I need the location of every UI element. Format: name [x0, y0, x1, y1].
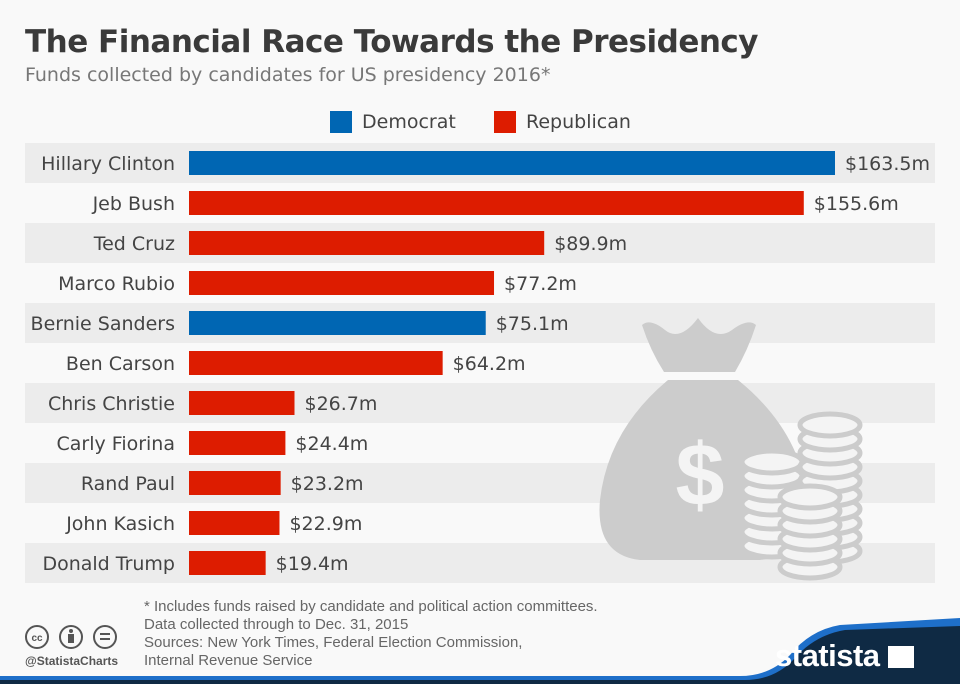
value-label: $24.4m	[295, 433, 368, 455]
twitter-handle: @StatistaCharts	[25, 654, 119, 668]
bar	[189, 311, 486, 335]
coin	[739, 448, 805, 476]
value-label: $75.1m	[496, 313, 569, 335]
value-label: $19.4m	[276, 553, 349, 575]
bar	[189, 231, 545, 255]
category-label: Chris Christie	[48, 393, 175, 415]
footnotes: * Includes funds raised by candidate and…	[144, 598, 598, 670]
bar	[189, 471, 281, 495]
chart-title: The Financial Race Towards the Presidenc…	[25, 24, 759, 60]
svg-text:$: $	[676, 425, 725, 524]
coin	[797, 411, 863, 439]
value-label: $89.9m	[554, 233, 627, 255]
category-label: Carly Fiorina	[56, 433, 175, 455]
footer-band	[0, 626, 960, 684]
coin	[777, 483, 843, 511]
sources: Sources: New York Times, Federal Electio…	[144, 634, 523, 651]
footnote: Data collected through to Dec. 31, 2015	[144, 616, 409, 633]
category-label: Ben Carson	[66, 353, 175, 375]
value-label: $22.9m	[289, 513, 362, 535]
value-label: $23.2m	[291, 473, 364, 495]
category-label: Jeb Bush	[92, 193, 175, 215]
value-label: $77.2m	[504, 273, 577, 295]
coin-stacks-illustration	[739, 411, 863, 581]
statista-logo-icon	[887, 646, 914, 668]
category-label: Ted Cruz	[93, 233, 175, 255]
attribution-icon	[59, 625, 83, 649]
row-stripe	[25, 383, 935, 423]
no-derivatives-icon	[93, 625, 117, 649]
legend-swatch	[494, 111, 516, 133]
chart-subtitle: Funds collected by candidates for US pre…	[25, 64, 551, 86]
category-label: Marco Rubio	[58, 273, 175, 295]
bar	[189, 391, 295, 415]
bar	[189, 351, 443, 375]
bar	[189, 271, 495, 295]
bar	[189, 151, 835, 175]
legend-republican: Republican	[494, 111, 631, 133]
legend-label: Republican	[526, 111, 631, 133]
bar	[189, 511, 280, 535]
value-label: $64.2m	[453, 353, 526, 375]
category-label: Hillary Clinton	[41, 153, 175, 175]
legend-democrat: Democrat	[330, 111, 456, 133]
category-label: Bernie Sanders	[31, 313, 175, 335]
license-icons: cc	[25, 625, 117, 649]
svg-text:cc: cc	[31, 633, 43, 644]
legend-label: Democrat	[362, 111, 456, 133]
category-label: John Kasich	[65, 513, 175, 535]
cc-icon	[25, 625, 49, 649]
bar	[189, 551, 266, 575]
sources: Internal Revenue Service	[144, 652, 313, 669]
bar	[189, 431, 286, 455]
value-label: $163.5m	[845, 153, 930, 175]
value-label: $155.6m	[814, 193, 899, 215]
statista-logo: statista	[775, 638, 914, 674]
footnote: * Includes funds raised by candidate and…	[144, 598, 598, 615]
bar	[189, 191, 804, 215]
legend-swatch	[330, 111, 352, 133]
category-label: Rand Paul	[81, 473, 175, 495]
category-label: Donald Trump	[42, 553, 175, 575]
value-label: $26.7m	[304, 393, 377, 415]
